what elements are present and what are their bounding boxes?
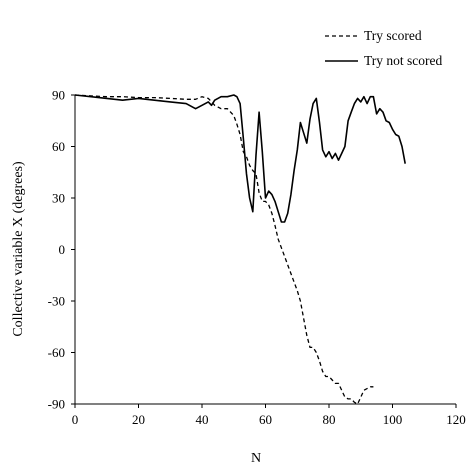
y-tick-label: -60 xyxy=(48,345,65,360)
x-axis-label: N xyxy=(251,451,261,466)
legend: Try scored Try not scored xyxy=(325,28,443,68)
y-tick-label: 90 xyxy=(52,88,65,103)
x-tick-label: 120 xyxy=(446,412,466,427)
series-line-try-not-scored xyxy=(74,94,406,223)
x-tick-label: 20 xyxy=(132,412,145,427)
x-tick-label: 60 xyxy=(259,412,272,427)
y-tick-label: -90 xyxy=(48,397,65,412)
y-tick-label: -30 xyxy=(48,294,65,309)
series-line-try-scored xyxy=(74,94,374,405)
legend-label-try-scored: Try scored xyxy=(364,28,422,43)
x-tick-label: 80 xyxy=(323,412,336,427)
x-tick-label: 0 xyxy=(72,412,79,427)
y-tick-label: 60 xyxy=(52,139,65,154)
y-tick-label: 30 xyxy=(52,191,65,206)
y-ticks: -90 -60 -30 0 30 60 90 xyxy=(48,88,75,412)
axes xyxy=(74,95,456,405)
y-axis-label: Collective variable X (degrees) xyxy=(11,161,26,337)
plot-lines xyxy=(74,94,406,405)
x-tick-label: 100 xyxy=(383,412,403,427)
y-tick-label: 0 xyxy=(59,242,66,257)
legend-label-try-not-scored: Try not scored xyxy=(364,53,443,68)
x-tick-label: 40 xyxy=(196,412,209,427)
x-ticks: 0 20 40 60 80 100 120 xyxy=(72,404,466,427)
